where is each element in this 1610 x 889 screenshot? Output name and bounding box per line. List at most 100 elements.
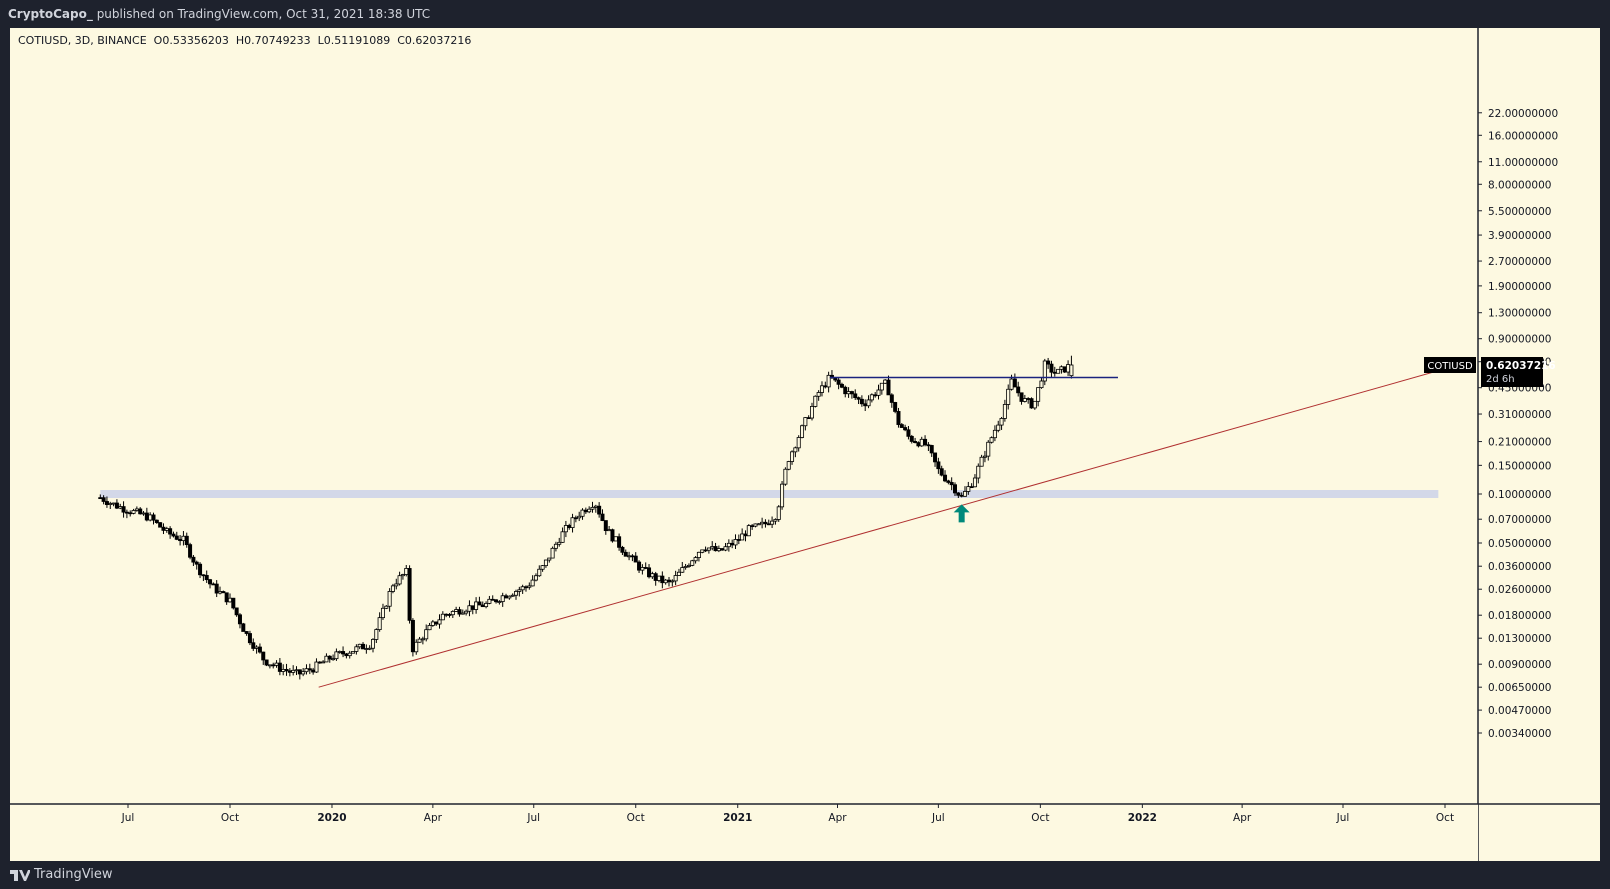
candle [1042,360,1047,382]
candle [547,557,552,561]
candle [484,602,489,608]
candle [261,651,266,661]
candle [121,506,126,513]
candle [770,520,775,525]
candle [916,442,921,447]
time-tick-label: Jul [121,812,135,824]
time-tick-label: Oct [221,812,239,824]
candle [464,610,469,614]
candle [836,379,841,385]
support-zone [100,490,1439,498]
candle [786,461,791,470]
candle [976,465,981,479]
candle [999,418,1004,426]
candle [760,521,765,525]
symbol-price-badge [1424,357,1476,373]
candle [227,597,232,603]
price-tick-label: 1.30000000 [1488,308,1551,320]
candle [686,564,691,567]
candle [154,519,159,524]
publisher-name[interactable]: CryptoCapo_ [8,7,93,21]
candle [241,623,246,632]
candle [221,591,226,594]
candle [730,542,735,546]
time-tick-label: 2022 [1128,812,1157,824]
candle [923,438,928,446]
candle [849,391,854,395]
candle [314,661,319,673]
candle [883,379,888,384]
price-chart[interactable]: 22.00000000 16.00000000 11.00000000 8.00000… [10,28,1600,861]
price-tick-label: 0.00650000 [1488,682,1551,694]
candle [580,509,585,517]
candle [570,517,575,528]
candle [753,523,758,527]
candle [879,382,884,391]
candle [676,571,681,576]
candle [470,605,475,610]
candle [1066,364,1071,373]
candle [211,583,216,586]
candle [131,510,136,514]
candle [367,647,372,650]
time-axis[interactable] [10,804,1478,861]
arrow-up-icon [953,504,970,523]
time-tick-label: Apr [424,812,443,824]
price-axis[interactable] [1478,28,1600,861]
candle [164,528,169,531]
candle [244,631,249,634]
candle [191,556,196,563]
candle [527,585,532,588]
candle [204,575,209,581]
candle [943,474,948,482]
candle [992,429,997,439]
candle [144,512,149,521]
candle [620,546,625,553]
candle [427,625,432,631]
chart-area[interactable]: 22.00000000 16.00000000 11.00000000 8.00000… [10,28,1600,861]
candle [1052,371,1057,374]
candle [161,526,166,531]
candle [889,394,894,403]
candle [896,411,901,425]
candle [733,539,738,546]
candle [680,567,685,573]
candle [357,643,362,648]
candle [813,395,818,407]
candle [716,548,721,552]
price-tick-label: 0.00470000 [1488,705,1551,717]
candle [400,574,405,577]
candle [454,609,459,612]
candle [809,406,814,419]
candle [953,484,958,494]
candle [713,546,718,552]
candle [500,595,505,602]
candle [1049,363,1054,373]
bar-countdown: 2d 6h [1486,374,1515,385]
candle [277,662,282,672]
price-tick-label: 0.01300000 [1488,633,1551,645]
candle [839,383,844,388]
tradingview-brand[interactable]: TradingView [34,867,113,882]
price-tick-label: 0.10000000 [1488,489,1551,501]
candle [726,542,731,548]
candle [434,621,439,625]
candle [480,604,485,608]
candle [194,561,199,565]
candle [700,549,705,553]
price-tick-label: 16.00000000 [1488,130,1558,142]
candle [138,508,143,515]
candle [414,641,419,653]
candle [939,468,944,476]
candle [783,468,788,485]
candle [1062,366,1067,373]
ascending-trendline[interactable] [318,364,1459,688]
candle [800,425,805,438]
time-tick-label: 2020 [317,812,346,824]
last-price-badge [1481,357,1543,387]
candle [806,417,811,420]
candle [1039,380,1044,389]
candle [750,525,755,528]
candle [447,614,452,616]
candle [361,643,366,650]
